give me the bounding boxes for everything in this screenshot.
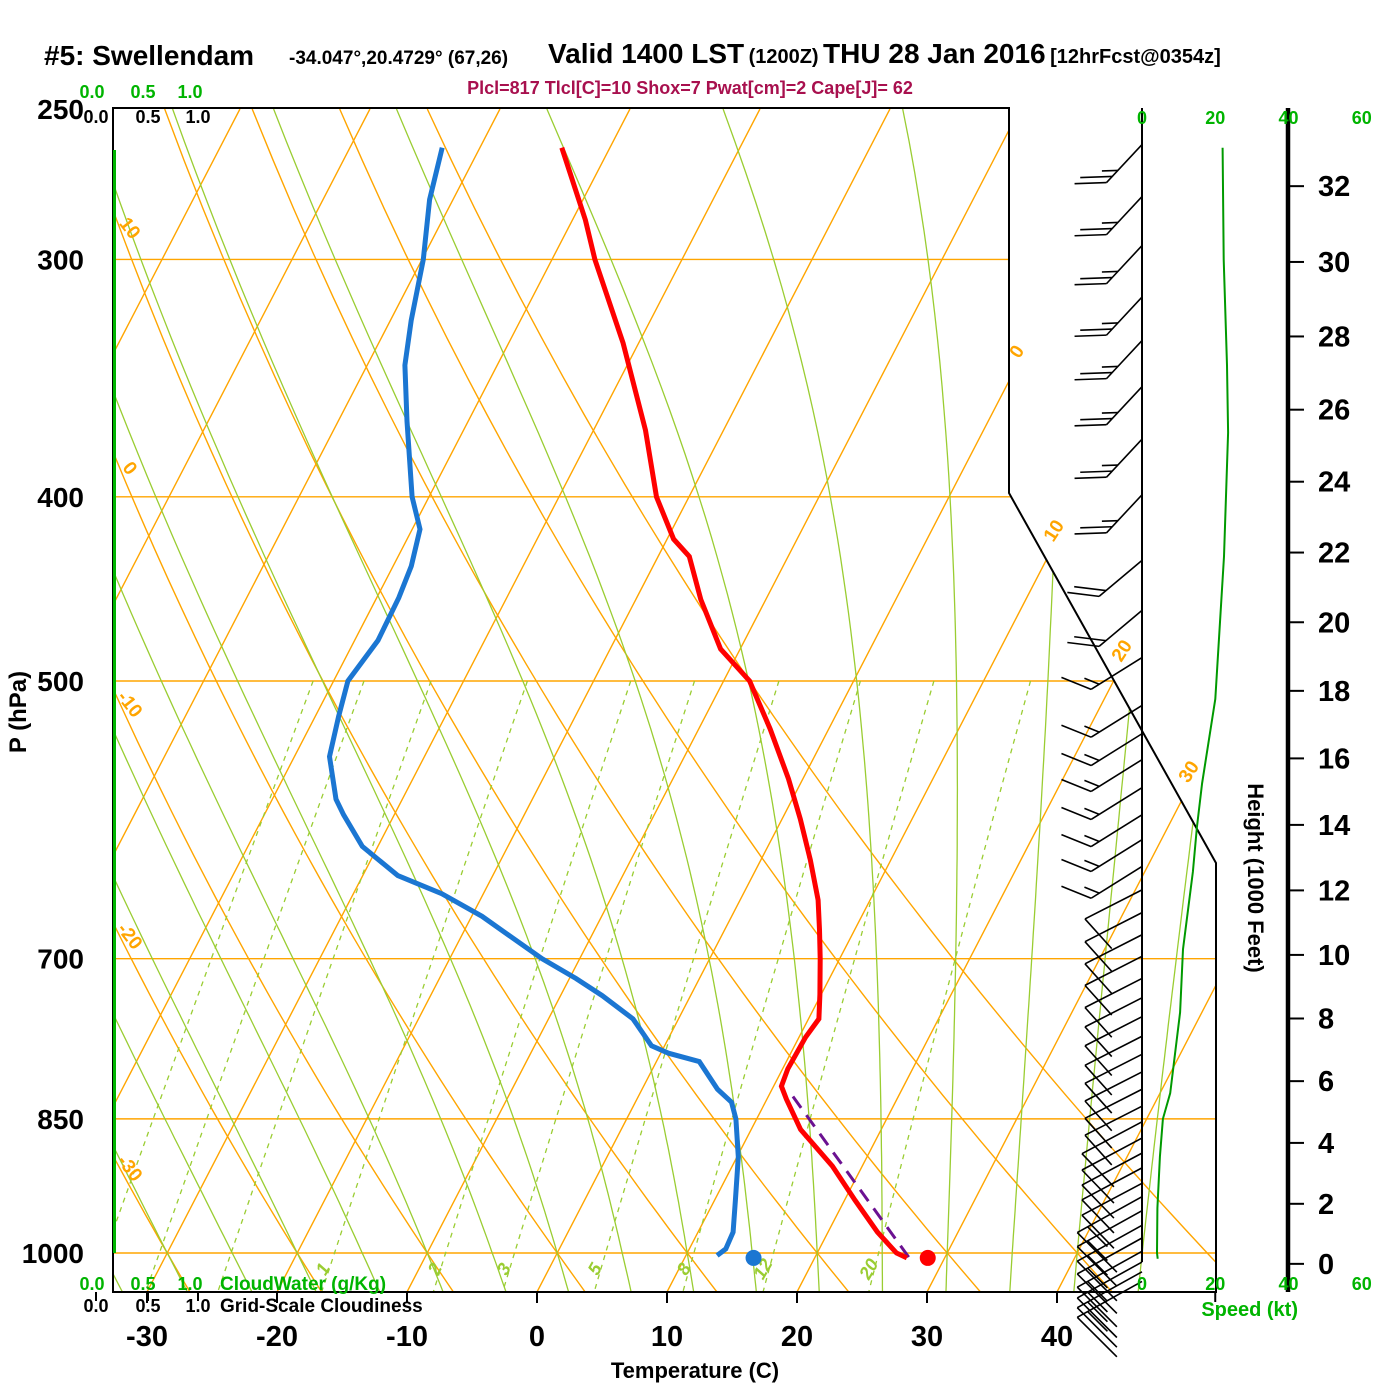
svg-text:40: 40 [1278, 1274, 1298, 1294]
wind-speed-profile [1155, 147, 1230, 1259]
svg-text:28: 28 [1318, 321, 1350, 353]
svg-text:30: 30 [1175, 757, 1204, 786]
svg-text:1.0: 1.0 [185, 107, 210, 127]
svg-text:5: 5 [584, 1259, 607, 1279]
svg-text:Grid-Scale Cloudiness: Grid-Scale Cloudiness [220, 1296, 423, 1317]
svg-text:-20: -20 [256, 1321, 298, 1353]
svg-text:1.0: 1.0 [177, 82, 202, 102]
svg-text:0: 0 [118, 458, 141, 479]
svg-text:-30: -30 [126, 1321, 168, 1353]
svg-text:300: 300 [37, 244, 84, 275]
svg-text:500: 500 [37, 666, 84, 697]
svg-text:Temperature (C): Temperature (C) [611, 1358, 779, 1383]
svg-text:20: 20 [1205, 108, 1225, 128]
svg-text:0: 0 [529, 1321, 545, 1353]
wind-barbs [1061, 108, 1143, 1358]
svg-text:Height (1000 Feet): Height (1000 Feet) [1243, 783, 1268, 973]
background-lines [113, 108, 1216, 1292]
svg-text:-10: -10 [113, 687, 146, 722]
svg-text:-20: -20 [113, 919, 146, 954]
svg-text:12: 12 [1318, 875, 1350, 907]
svg-text:6: 6 [1318, 1066, 1334, 1098]
svg-text:0.0: 0.0 [79, 82, 104, 102]
temperature-axis: -30 -20 -10 0 10 20 30 40 Temperature (C) [126, 1292, 1073, 1383]
svg-text:20: 20 [855, 1255, 883, 1283]
surface-dewpoint-dot [745, 1249, 762, 1266]
cloud-scales: 0.00.00.50.51.01.00.00.00.50.51.01.0Clou… [79, 82, 422, 1317]
svg-text:250: 250 [37, 94, 84, 125]
svg-text:0.0: 0.0 [79, 1274, 104, 1294]
svg-text:10: 10 [1040, 516, 1069, 545]
valid-time: Valid 1400 LST [548, 38, 745, 69]
svg-text:20: 20 [1108, 636, 1137, 665]
svg-text:-30: -30 [113, 1151, 146, 1186]
svg-text:0.0: 0.0 [83, 107, 108, 127]
svg-text:40: 40 [1278, 108, 1298, 128]
surface-temperature-dot [919, 1249, 936, 1266]
dewpoint-curve [326, 147, 741, 1258]
temperature-curve [559, 146, 908, 1261]
svg-text:20: 20 [781, 1321, 813, 1353]
svg-text:3: 3 [493, 1260, 515, 1279]
svg-text:0.5: 0.5 [130, 82, 155, 102]
svg-text:14: 14 [1318, 810, 1350, 842]
svg-text:20: 20 [1205, 1274, 1225, 1294]
svg-text:1.0: 1.0 [185, 1296, 210, 1316]
svg-text:1.0: 1.0 [177, 1274, 202, 1294]
svg-text:30: 30 [911, 1321, 943, 1353]
sounding-curves [326, 146, 910, 1261]
svg-text:60: 60 [1352, 108, 1372, 128]
svg-text:32: 32 [1318, 171, 1350, 203]
svg-text:0.0: 0.0 [83, 1296, 108, 1316]
station-coordinates: -34.047°,20.4729° (67,26) [289, 48, 509, 69]
svg-text:P (hPa): P (hPa) [5, 671, 32, 753]
svg-text:20: 20 [1318, 607, 1350, 639]
valid-date: THU 28 Jan 2016 [823, 38, 1046, 69]
svg-text:10: 10 [115, 214, 145, 244]
svg-text:2: 2 [1318, 1189, 1334, 1221]
svg-text:4: 4 [1318, 1128, 1334, 1160]
forecast-tag: [12hrFcst@0354z] [1050, 46, 1221, 68]
svg-text:30: 30 [1318, 247, 1350, 279]
svg-text:22: 22 [1318, 538, 1350, 570]
svg-text:0: 0 [1137, 1274, 1147, 1294]
svg-text:0: 0 [1318, 1249, 1334, 1281]
svg-text:24: 24 [1318, 467, 1350, 499]
svg-text:700: 700 [37, 944, 84, 975]
svg-text:Speed (kt): Speed (kt) [1201, 1299, 1298, 1321]
valid-zulu: (1200Z) [748, 46, 819, 68]
svg-text:850: 850 [37, 1104, 84, 1135]
svg-text:60: 60 [1352, 1274, 1372, 1294]
svg-text:10: 10 [651, 1321, 683, 1353]
sounding-parameters: Plcl=817 Tlcl[C]=10 Shox=7 Pwat[cm]=2 Ca… [467, 78, 913, 98]
svg-text:0.5: 0.5 [135, 1296, 160, 1316]
svg-text:1000: 1000 [22, 1238, 84, 1269]
plot-border [112, 107, 1217, 1293]
valid-time-row: Valid 1400 LST (1200Z) THU 28 Jan 2016 [… [548, 38, 1221, 70]
pressure-axis: 250 300 400 500 700 850 1000 P (hPa) [5, 94, 84, 1269]
svg-text:0.5: 0.5 [130, 1274, 155, 1294]
svg-text:8: 8 [1318, 1003, 1334, 1035]
station-title: #5: Swellendam [44, 40, 255, 71]
svg-text:18: 18 [1318, 676, 1350, 708]
svg-text:10: 10 [1318, 940, 1350, 972]
svg-text:-10: -10 [386, 1321, 428, 1353]
svg-text:400: 400 [37, 482, 84, 513]
surface-dots [745, 1249, 936, 1266]
svg-text:0: 0 [1137, 108, 1147, 128]
svg-text:CloudWater (g/Kg): CloudWater (g/Kg) [220, 1274, 386, 1295]
svg-text:40: 40 [1041, 1321, 1073, 1353]
parcel-path-curve [786, 1088, 910, 1258]
svg-text:16: 16 [1318, 743, 1350, 775]
svg-text:26: 26 [1318, 395, 1350, 427]
svg-text:0.5: 0.5 [135, 107, 160, 127]
